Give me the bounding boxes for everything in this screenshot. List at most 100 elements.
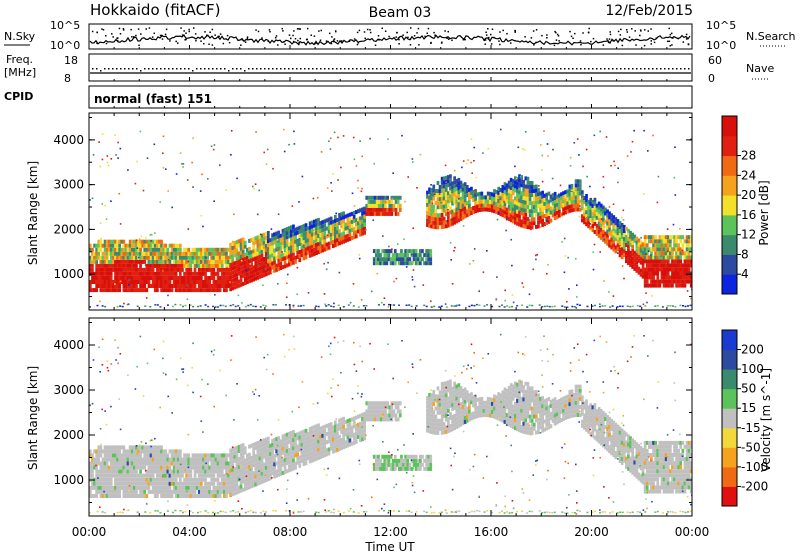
power-cell xyxy=(654,239,657,244)
power-cell xyxy=(174,259,178,264)
power-cell xyxy=(509,186,513,190)
power-cell xyxy=(319,241,322,246)
power-cell xyxy=(522,183,526,188)
velocity-cell xyxy=(147,457,151,462)
power-cell xyxy=(137,280,140,284)
power-cell xyxy=(428,215,431,220)
power-cell xyxy=(522,192,526,196)
power-speckle xyxy=(266,148,269,151)
power-speckle xyxy=(142,189,145,192)
power-cell xyxy=(210,288,214,293)
power-cell xyxy=(250,262,253,267)
power-cell xyxy=(200,267,203,272)
velocity-cell xyxy=(105,457,109,462)
power-cell xyxy=(124,263,128,268)
power-cell xyxy=(321,248,325,253)
nsearch-point xyxy=(546,36,548,39)
velocity-cell xyxy=(187,461,191,466)
power-speckle xyxy=(186,298,189,300)
power-cell xyxy=(416,261,420,266)
power-cell xyxy=(118,288,121,293)
velocity-cell xyxy=(321,433,325,438)
power-speckle xyxy=(566,300,568,303)
power-cell xyxy=(164,276,168,280)
power-cell xyxy=(516,205,519,210)
velocity-cell xyxy=(170,469,174,474)
velocity-cell xyxy=(308,451,312,456)
power-speckle xyxy=(442,209,445,211)
power-cell xyxy=(543,197,546,202)
power-speckle xyxy=(110,200,112,202)
power-cell xyxy=(304,227,308,232)
power-cell xyxy=(290,237,293,242)
power-cell xyxy=(572,191,576,196)
velocity-cell xyxy=(137,445,140,450)
nsearch-point xyxy=(305,38,308,41)
power-cell xyxy=(336,234,339,239)
velocity-cell xyxy=(170,494,174,498)
velocity-cell xyxy=(195,481,199,486)
velocity-cell xyxy=(204,469,207,474)
power-cell xyxy=(315,243,318,247)
power-cell xyxy=(633,234,637,239)
velocity-cell xyxy=(124,457,128,462)
nsearch-point xyxy=(397,37,400,39)
power-speckle xyxy=(576,138,579,140)
power-cell xyxy=(434,193,438,197)
velocity-cell xyxy=(319,446,322,451)
power-cell xyxy=(237,279,241,284)
velocity-cell xyxy=(283,433,287,438)
power-cell xyxy=(461,195,465,200)
power-cell xyxy=(338,229,341,234)
power-cell xyxy=(530,213,534,218)
power-cell xyxy=(107,288,111,293)
power-cell xyxy=(315,222,318,227)
power-cell xyxy=(321,228,325,233)
nsearch-point xyxy=(499,31,501,33)
power-cell xyxy=(387,257,391,262)
power-cell xyxy=(429,249,433,254)
velocity-cell xyxy=(168,473,172,478)
velocity-cell xyxy=(210,457,214,462)
nave-point xyxy=(260,68,262,70)
power-cell xyxy=(380,195,383,200)
power-cell xyxy=(97,239,101,244)
power-cell xyxy=(612,227,616,232)
power-cell xyxy=(451,217,454,222)
velocity-cell xyxy=(235,470,239,475)
power-cell xyxy=(143,284,147,288)
power-speckle xyxy=(594,304,596,307)
power-cell xyxy=(315,230,318,235)
power-cell xyxy=(432,184,436,189)
power-speckle xyxy=(300,243,303,245)
velocity-cell xyxy=(258,460,262,465)
velocity-cell xyxy=(166,469,170,474)
power-speckle xyxy=(630,151,632,153)
power-cell xyxy=(346,237,350,242)
power-speckle xyxy=(619,246,622,248)
nsearch-point xyxy=(288,34,291,36)
nave-point xyxy=(364,68,366,70)
velocity-cell xyxy=(239,468,243,473)
power-speckle xyxy=(212,148,215,151)
velocity-cell xyxy=(95,461,98,466)
power-cell xyxy=(530,185,534,190)
power-cell xyxy=(648,267,651,272)
power-cell xyxy=(348,220,352,225)
power-cell xyxy=(658,243,662,248)
power-speckle xyxy=(167,259,170,261)
nsearch-point xyxy=(357,42,360,44)
power-cell xyxy=(616,235,620,240)
power-speckle xyxy=(626,155,629,157)
power-cell xyxy=(480,191,484,196)
power-cell xyxy=(273,260,276,265)
power-cell xyxy=(172,255,176,260)
power-cell xyxy=(369,203,373,208)
power-cell xyxy=(509,190,513,194)
nsearch-point xyxy=(161,34,163,37)
power-speckle xyxy=(214,294,216,296)
power-cell xyxy=(344,214,348,219)
power-cell xyxy=(530,209,534,214)
power-cell xyxy=(645,255,649,260)
power-cell xyxy=(526,205,530,209)
